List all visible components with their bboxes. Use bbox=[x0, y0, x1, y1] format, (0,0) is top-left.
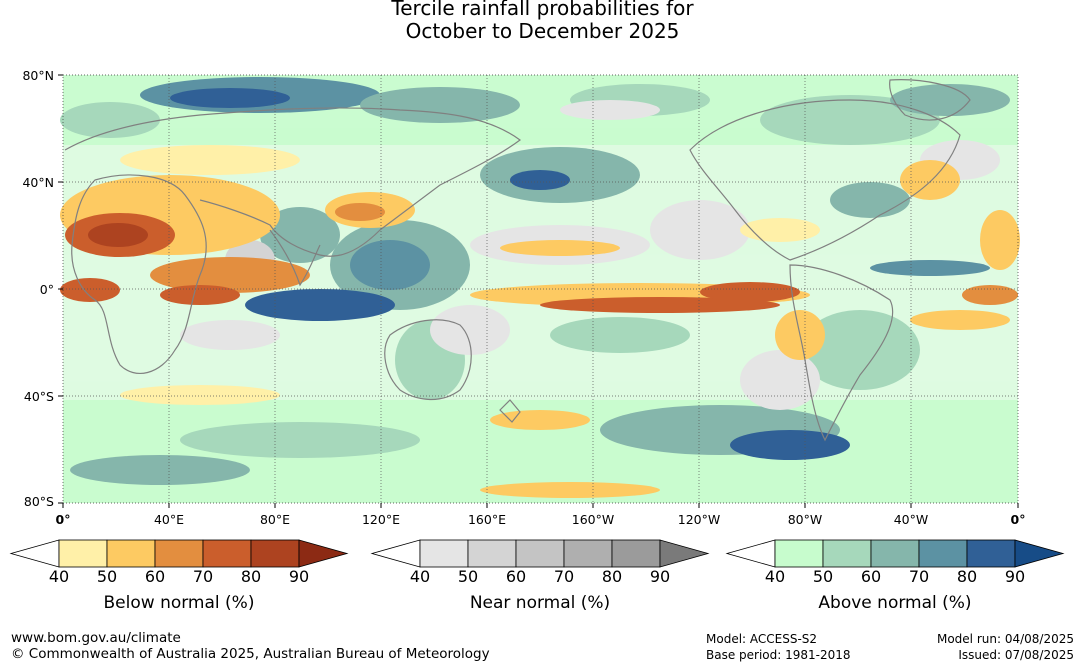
legend-near-title: Near normal (%) bbox=[469, 593, 611, 613]
legend-swatch bbox=[106, 539, 156, 568]
lon-label-0-east: 0° bbox=[1010, 512, 1026, 527]
lat-label-80n: 80°N bbox=[22, 68, 54, 83]
legend-near-tick: 40 bbox=[409, 567, 431, 586]
below-normal-patches bbox=[60, 145, 1020, 498]
lon-label-160w: 160°W bbox=[571, 512, 615, 527]
legend-extend-high bbox=[1014, 539, 1065, 568]
lat-label-40n: 40°N bbox=[22, 175, 54, 190]
lat-label-40s: 40°S bbox=[23, 389, 54, 404]
legend-above-tick: 80 bbox=[956, 567, 978, 586]
legend-above-tick: 70 bbox=[908, 567, 930, 586]
legend-near-normal-colorbar bbox=[370, 539, 710, 568]
legend-swatch bbox=[58, 539, 108, 568]
legend-swatch bbox=[250, 539, 300, 568]
legend-below-normal-colorbar bbox=[9, 539, 349, 568]
lat-label-0: 0° bbox=[39, 282, 54, 297]
legend-swatch bbox=[822, 539, 872, 568]
legend-extend-low bbox=[725, 539, 776, 568]
legend-below-tick: 50 bbox=[96, 567, 118, 586]
lat-label-80s: 80°S bbox=[23, 494, 54, 509]
legend-swatch bbox=[154, 539, 204, 568]
legend-swatch bbox=[611, 539, 661, 568]
legend-extend-low bbox=[370, 539, 421, 568]
legend-below-tick: 90 bbox=[288, 567, 310, 586]
footer-model: Model: ACCESS-S2 bbox=[706, 632, 818, 646]
above-normal-patches bbox=[60, 77, 1010, 485]
legend-below-tick: 70 bbox=[192, 567, 214, 586]
legend-near-tick: 60 bbox=[505, 567, 527, 586]
legend-below-tick: 60 bbox=[144, 567, 166, 586]
legend-near-tick: 50 bbox=[457, 567, 479, 586]
legend-above-tick: 40 bbox=[764, 567, 786, 586]
lon-label-80w: 80°W bbox=[787, 512, 823, 527]
legend-extend-low bbox=[9, 539, 60, 568]
title-line1: Tercile rainfall probabilities for bbox=[391, 0, 694, 20]
legend-extend-high bbox=[659, 539, 710, 568]
footer-website: www.bom.gov.au/climate bbox=[11, 630, 181, 646]
lon-label-120w: 120°W bbox=[677, 512, 721, 527]
legend-swatch bbox=[774, 539, 824, 568]
legend-swatch bbox=[563, 539, 613, 568]
lon-label-0-west: 0° bbox=[55, 512, 71, 527]
legend-swatch bbox=[202, 539, 252, 568]
title-line2: October to December 2025 bbox=[405, 19, 680, 43]
legend-swatch bbox=[467, 539, 517, 568]
legend-swatch bbox=[918, 539, 968, 568]
footer-copyright: © Commonwealth of Australia 2025, Austra… bbox=[11, 646, 490, 662]
map-title: Tercile rainfall probabilities for Octob… bbox=[0, 0, 1085, 43]
legend-near-tick: 90 bbox=[649, 567, 671, 586]
footer-base-period: Base period: 1981-2018 bbox=[706, 648, 851, 662]
legend-near-tick: 70 bbox=[553, 567, 575, 586]
graticule bbox=[63, 75, 1018, 503]
legend-below-tick: 80 bbox=[240, 567, 262, 586]
lon-label-80e: 80°E bbox=[259, 512, 291, 527]
footer-model-run: Model run: 04/08/2025 bbox=[936, 632, 1074, 646]
lon-label-160e: 160°E bbox=[467, 512, 506, 527]
legend-swatch bbox=[870, 539, 920, 568]
legend-extend-high bbox=[298, 539, 349, 568]
axis-ticks bbox=[58, 74, 1019, 508]
lon-label-120e: 120°E bbox=[361, 512, 400, 527]
legend-near-tick: 80 bbox=[601, 567, 623, 586]
legend-above-tick: 60 bbox=[860, 567, 882, 586]
legend-above-tick: 50 bbox=[812, 567, 834, 586]
legend-below-tick: 40 bbox=[48, 567, 70, 586]
legend-below-title: Below normal (%) bbox=[103, 593, 255, 613]
legend-swatch bbox=[419, 539, 469, 568]
coastlines bbox=[64, 79, 971, 442]
lon-label-40w: 40°W bbox=[893, 512, 929, 527]
legend-swatch bbox=[966, 539, 1016, 568]
legend-swatch bbox=[515, 539, 565, 568]
legend-above-normal-colorbar bbox=[725, 539, 1065, 568]
legend-above-tick: 90 bbox=[1004, 567, 1026, 586]
lon-label-40e: 40°E bbox=[153, 512, 185, 527]
footer-issued: Issued: 07/08/2025 bbox=[958, 648, 1074, 662]
map-frame bbox=[62, 74, 1019, 504]
legend-above-title: Above normal (%) bbox=[818, 593, 972, 613]
